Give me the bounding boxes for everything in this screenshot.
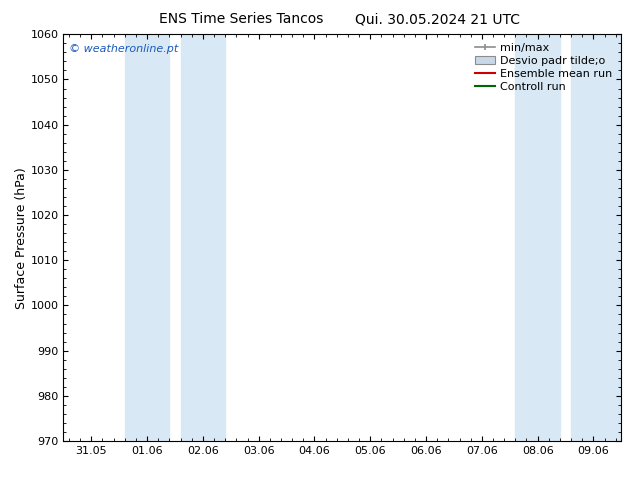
- Bar: [181, 34, 225, 441]
- Text: Qui. 30.05.2024 21 UTC: Qui. 30.05.2024 21 UTC: [355, 12, 520, 26]
- Text: © weatheronline.pt: © weatheronline.pt: [69, 45, 178, 54]
- Legend: min/max, Desvio padr tilde;o, Ensemble mean run, Controll run: min/max, Desvio padr tilde;o, Ensemble m…: [471, 40, 616, 95]
- Text: ENS Time Series Tancos: ENS Time Series Tancos: [158, 12, 323, 26]
- Bar: [571, 34, 621, 441]
- Bar: [125, 34, 169, 441]
- Bar: [515, 34, 560, 441]
- Y-axis label: Surface Pressure (hPa): Surface Pressure (hPa): [15, 167, 28, 309]
